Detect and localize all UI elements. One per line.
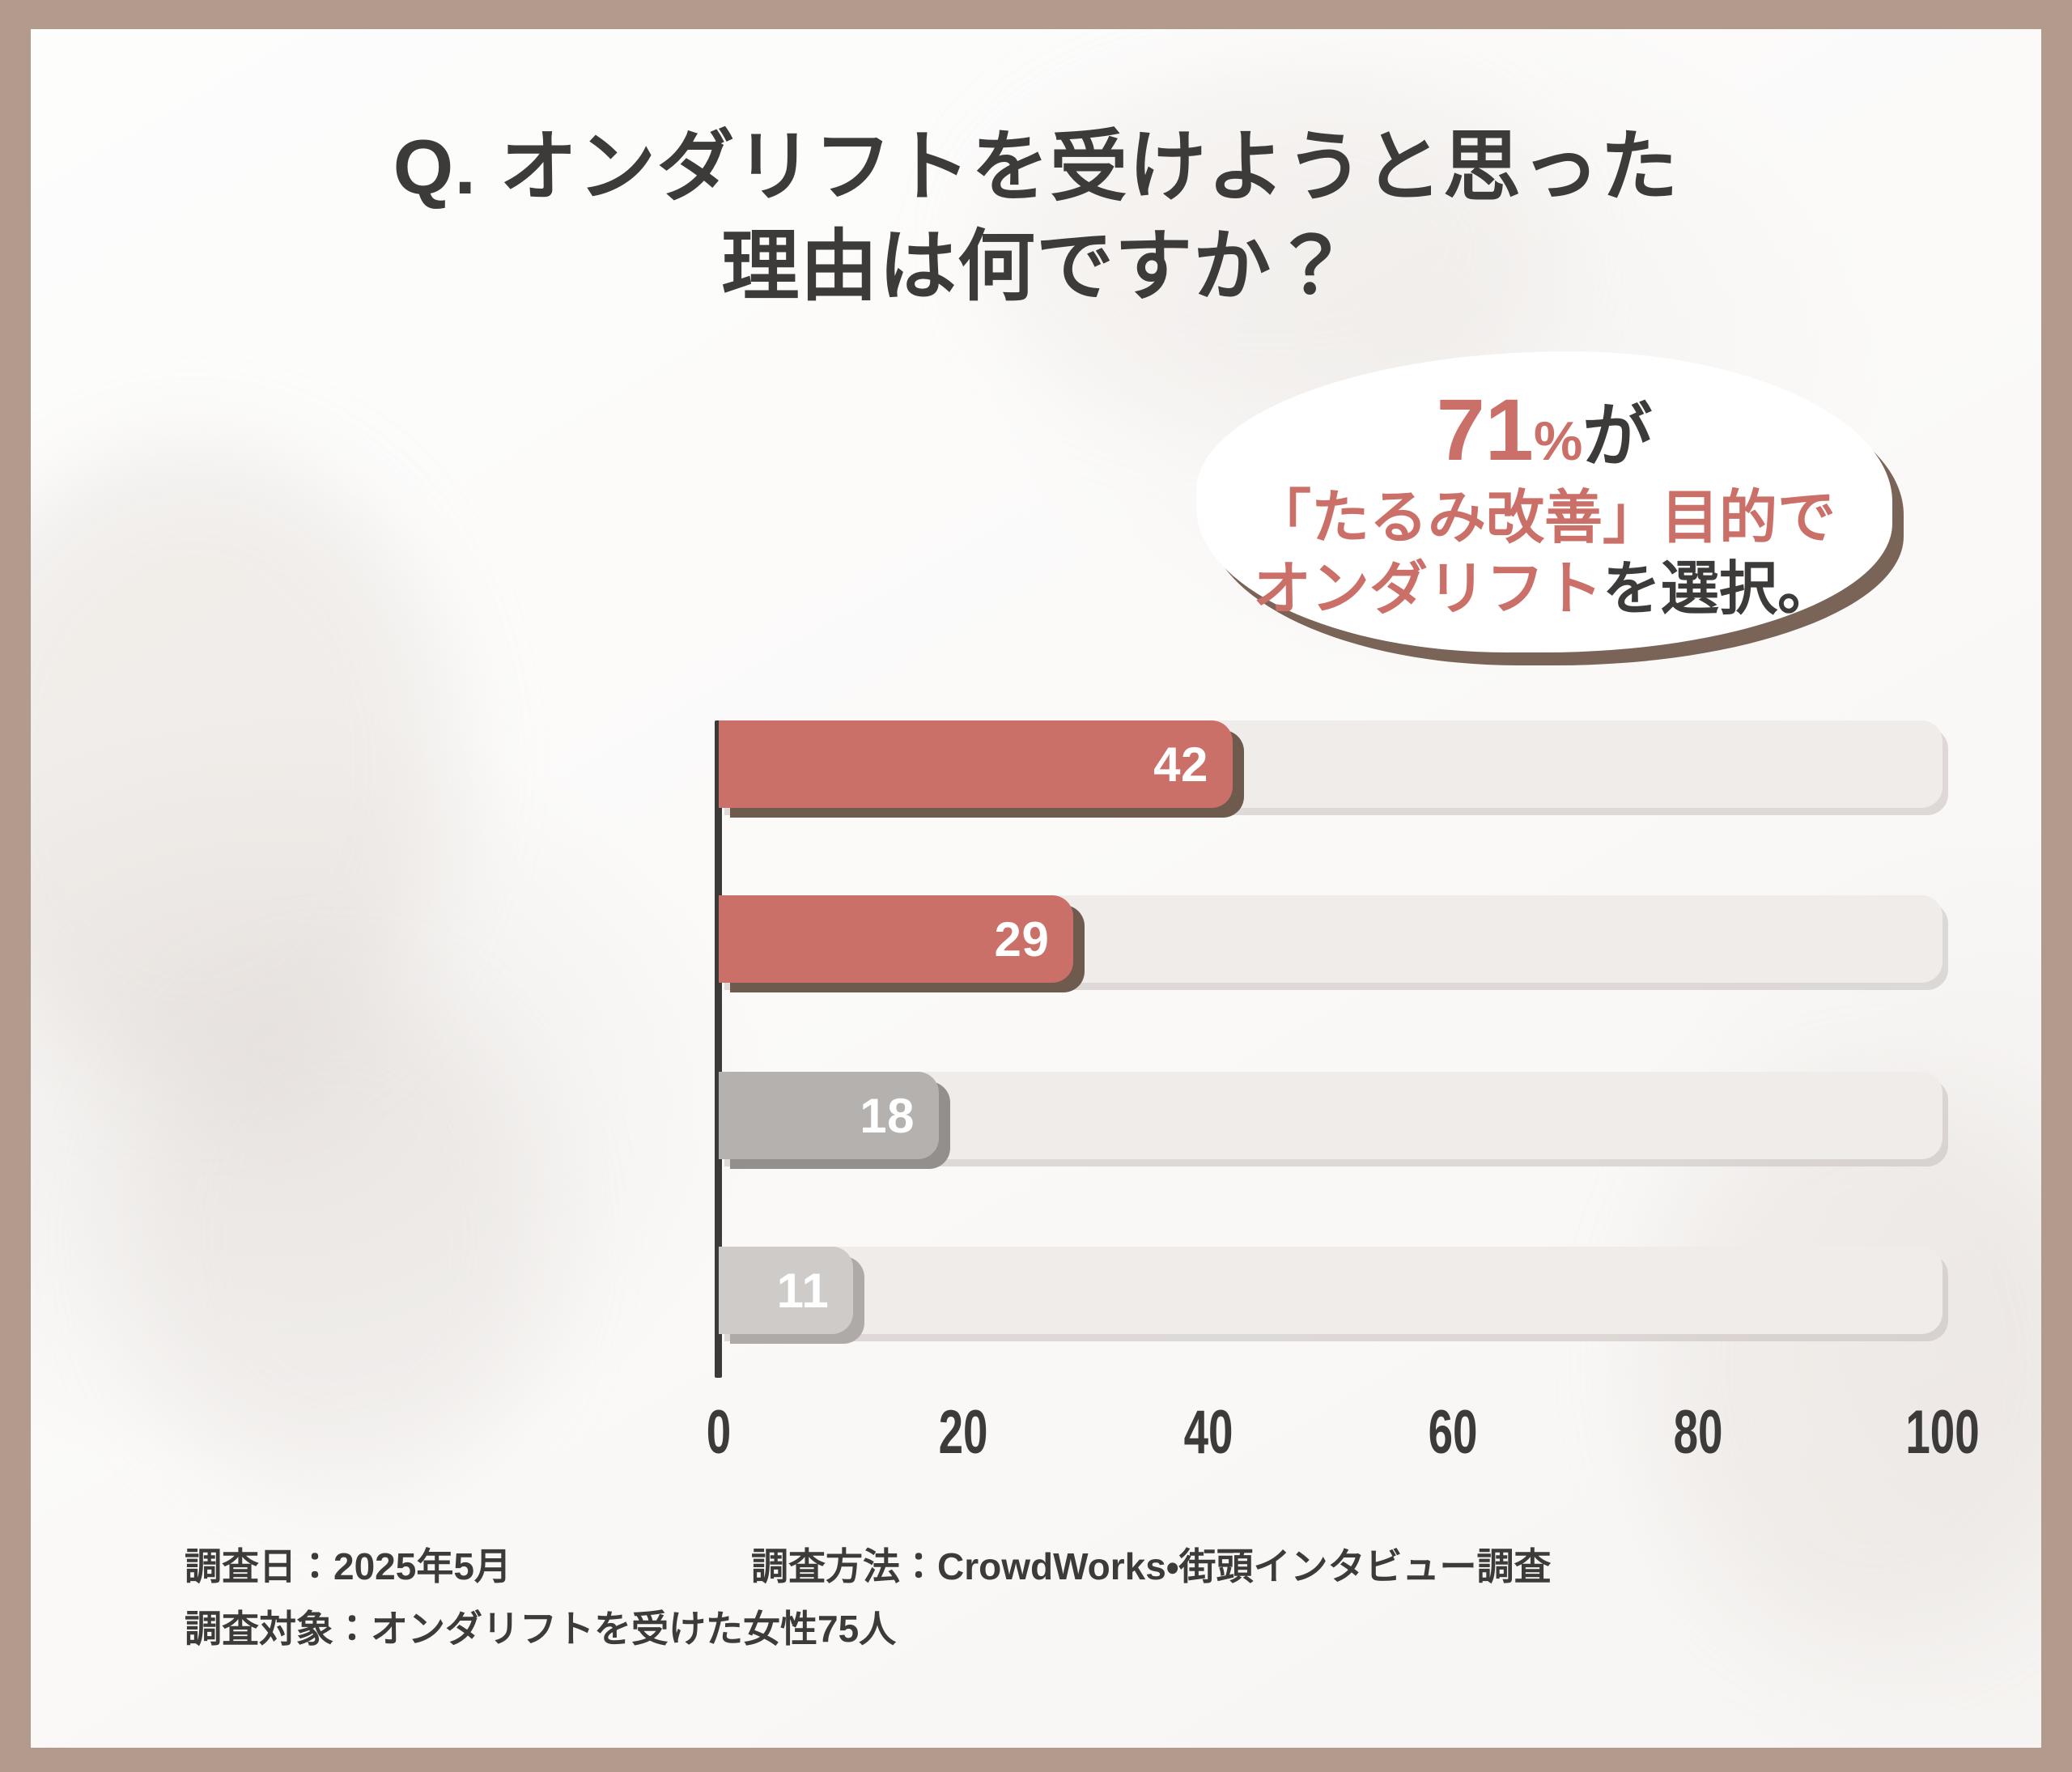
callout-line-1: 71%が <box>1436 380 1653 479</box>
callout-line-3: オンダリフトを選択。 <box>1253 557 1836 623</box>
bar: 42 <box>719 720 1233 808</box>
bar-value-label: 11 <box>776 1263 830 1318</box>
bar: 18 <box>719 1072 940 1159</box>
survey-method: 調査方法：CrowdWorks・街頭インタビュー調査 <box>751 1545 1552 1587</box>
bar: 11 <box>719 1247 854 1334</box>
callout-percent-number: 71 <box>1436 380 1534 478</box>
footer-notes: 調査日：2025年5月 調査方法：CrowdWorks・街頭インタビュー調査 調… <box>185 1536 1965 1659</box>
bar-value-label: 18 <box>860 1088 915 1143</box>
bar-value-label: 29 <box>994 911 1050 967</box>
poster-canvas: Q. オンダリフトを受けようと思った 理由は何ですか？ 71%が 「たるみ改善」… <box>31 29 2041 1748</box>
bar-value-label: 42 <box>1153 737 1209 792</box>
bar-track <box>719 1247 1942 1334</box>
x-axis-tick-label: 60 <box>1428 1398 1478 1467</box>
x-axis-tick-label: 40 <box>1183 1398 1233 1467</box>
callout-line-2: 「たるみ改善」目的で <box>1252 485 1836 550</box>
chart-row: SNSや知人の投稿で オンダリフトを知った 11 <box>31 1247 2041 1334</box>
callout-percent-sign: % <box>1533 410 1583 472</box>
callout-line-3-accent: オンダリフト <box>1252 557 1603 623</box>
highlight-callout: 71%が 「たるみ改善」目的で オンダリフトを選択。 <box>1196 351 1925 804</box>
x-axis-tick-label: 0 <box>706 1398 732 1467</box>
survey-target: 調査対象：オンダリフトを受けた女性75人 <box>185 1607 897 1650</box>
x-axis-tick-label: 100 <box>1905 1398 1980 1467</box>
callout-bubble: 71%が 「たるみ改善」目的で オンダリフトを選択。 <box>1196 351 1892 652</box>
chart-row: フェイスラインの たるみがになっていた 42 <box>31 720 2041 808</box>
chart-row: 切らずに小顔効果が 期待できると聞いたから 18 <box>31 1072 2041 1159</box>
callout-percent-suffix: が <box>1582 397 1653 475</box>
chart-row: ダウンタイムの少ないリフト アップ治療を探していた 29 <box>31 895 2041 983</box>
page-title: Q. オンダリフトを受けようと思った 理由は何ですか？ <box>393 124 1679 310</box>
survey-date: 調査日：2025年5月 <box>185 1545 512 1587</box>
callout-line-3-rest: を選択。 <box>1603 557 1836 623</box>
bar-chart: フェイスラインの たるみがになっていた 42 ダウンタイムの少ないリフト アップ… <box>31 29 2041 1748</box>
x-axis-tick-label: 80 <box>1673 1398 1723 1467</box>
bar: 29 <box>719 895 1074 983</box>
footer-row: 調査日：2025年5月 調査方法：CrowdWorks・街頭インタビュー調査 <box>185 1536 1965 1597</box>
y-axis-line <box>715 720 722 1378</box>
x-axis-tick-label: 20 <box>938 1398 988 1467</box>
x-axis-ticks: 0 20 40 60 80 100 <box>707 1397 1980 1478</box>
